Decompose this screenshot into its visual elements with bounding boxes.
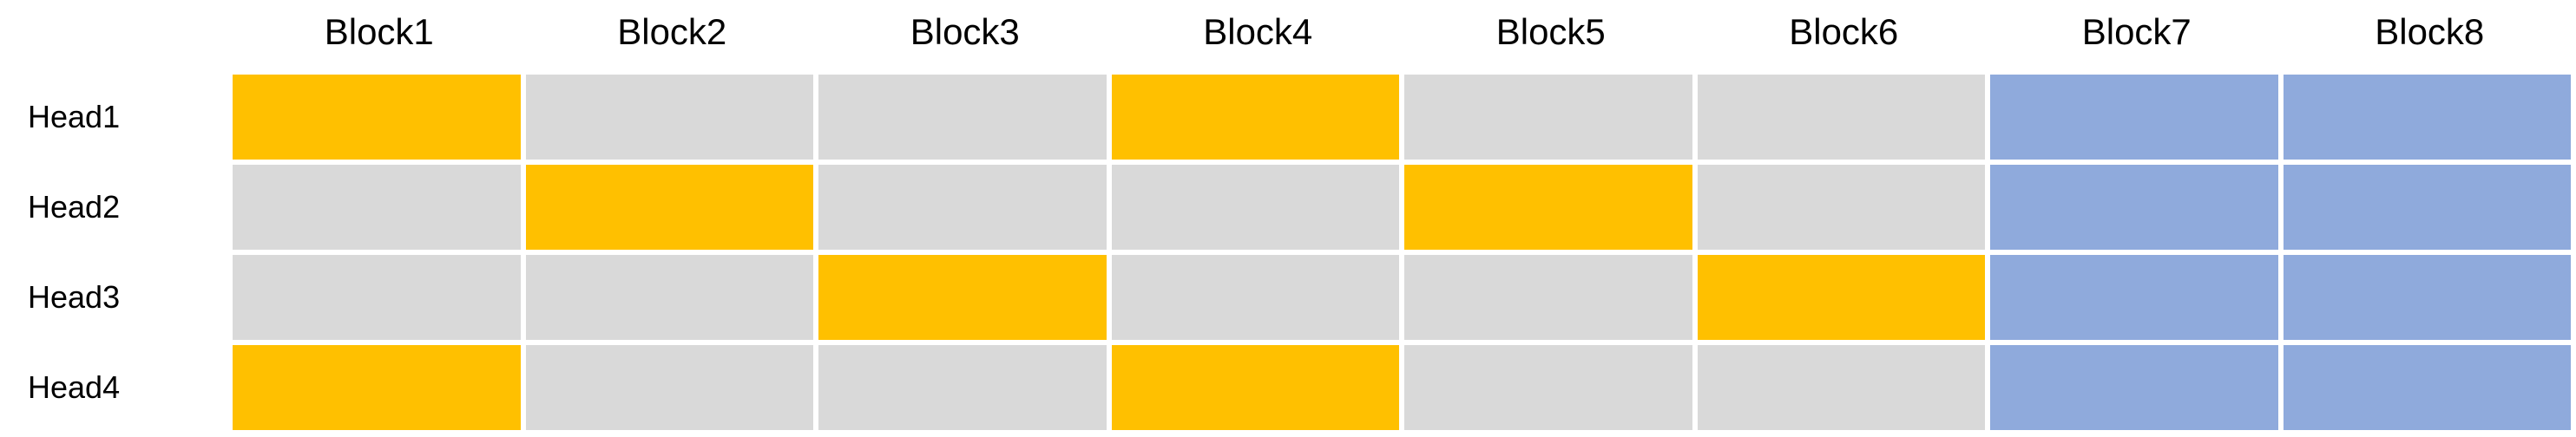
cell-head2-block3 xyxy=(818,165,1107,250)
cell-head1-block4 xyxy=(1111,75,1399,160)
cell-head3-block3 xyxy=(818,255,1107,340)
cell-head2-block7 xyxy=(1990,165,2278,250)
cell-head1-block3 xyxy=(818,75,1107,160)
cell-head1-block7 xyxy=(1990,75,2278,160)
cell-head2-block2 xyxy=(525,165,813,250)
head-label-4: Head4 xyxy=(28,369,121,405)
cell-head3-block8 xyxy=(2283,255,2571,340)
cell-head2-block5 xyxy=(1404,165,1692,250)
cell-head3-block7 xyxy=(1990,255,2278,340)
cell-head2-block6 xyxy=(1697,165,1985,250)
cell-head4-block4 xyxy=(1111,345,1399,430)
cell-head2-block4 xyxy=(1111,165,1399,250)
cell-head4-block6 xyxy=(1697,345,1985,430)
block-label-6: Block6 xyxy=(1789,11,1899,52)
cell-head3-block2 xyxy=(525,255,813,340)
cell-head4-block2 xyxy=(525,345,813,430)
cell-head4-block1 xyxy=(233,345,521,430)
head-label-3: Head3 xyxy=(28,279,121,315)
head-label-2: Head2 xyxy=(28,189,121,225)
cell-head4-block8 xyxy=(2283,345,2571,430)
cell-head3-block6 xyxy=(1697,255,1985,340)
cell-head1-block5 xyxy=(1404,75,1692,160)
block-label-3: Block3 xyxy=(910,11,1020,52)
cell-head1-block2 xyxy=(525,75,813,160)
block-label-8: Block8 xyxy=(2375,11,2485,52)
cell-head2-block8 xyxy=(2283,165,2571,250)
cell-head4-block7 xyxy=(1990,345,2278,430)
block-label-7: Block7 xyxy=(2081,11,2192,52)
head-label-1: Head1 xyxy=(28,99,121,134)
cell-head1-block8 xyxy=(2283,75,2571,160)
cell-head1-block6 xyxy=(1697,75,1985,160)
cell-head3-block1 xyxy=(233,255,521,340)
cell-head3-block5 xyxy=(1404,255,1692,340)
block-label-2: Block2 xyxy=(617,11,727,52)
cell-head4-block5 xyxy=(1404,345,1692,430)
cell-head3-block4 xyxy=(1111,255,1399,340)
block-label-5: Block5 xyxy=(1495,11,1606,52)
block-label-1: Block1 xyxy=(324,11,434,52)
cell-head1-block1 xyxy=(233,75,521,160)
cell-head4-block3 xyxy=(818,345,1107,430)
block-label-4: Block4 xyxy=(1203,11,1313,52)
cell-head2-block1 xyxy=(233,165,521,250)
